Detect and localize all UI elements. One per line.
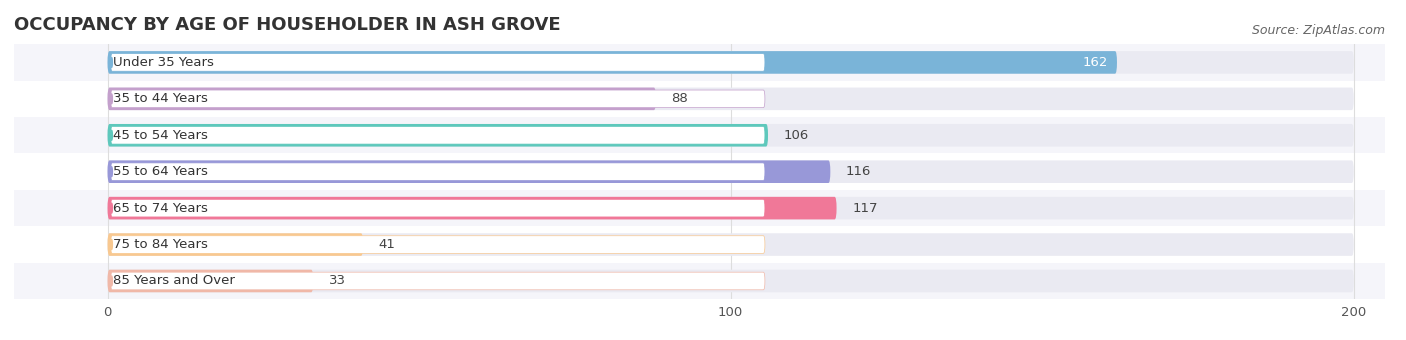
Text: 85 Years and Over: 85 Years and Over [112, 274, 235, 288]
Text: 55 to 64 Years: 55 to 64 Years [112, 165, 208, 178]
FancyBboxPatch shape [107, 88, 655, 110]
FancyBboxPatch shape [107, 160, 831, 183]
Bar [14, 190, 1385, 226]
Text: 106: 106 [783, 129, 808, 142]
Text: 35 to 44 Years: 35 to 44 Years [112, 92, 208, 105]
Text: 65 to 74 Years: 65 to 74 Years [112, 202, 208, 215]
Circle shape [111, 130, 112, 140]
Text: Source: ZipAtlas.com: Source: ZipAtlas.com [1251, 24, 1385, 37]
Text: 162: 162 [1083, 56, 1108, 69]
Bar [14, 117, 1385, 153]
Circle shape [111, 57, 112, 67]
Circle shape [111, 276, 112, 286]
Bar [14, 81, 1385, 117]
FancyBboxPatch shape [111, 163, 765, 181]
FancyBboxPatch shape [107, 270, 1354, 292]
FancyBboxPatch shape [111, 54, 765, 71]
Circle shape [111, 94, 112, 104]
Bar [14, 44, 1385, 81]
Text: 116: 116 [846, 165, 872, 178]
Circle shape [111, 240, 112, 250]
Text: Under 35 Years: Under 35 Years [112, 56, 214, 69]
FancyBboxPatch shape [111, 199, 765, 217]
Text: 75 to 84 Years: 75 to 84 Years [112, 238, 208, 251]
Bar [14, 263, 1385, 299]
Bar [14, 226, 1385, 263]
FancyBboxPatch shape [107, 270, 314, 292]
FancyBboxPatch shape [107, 88, 1354, 110]
Text: 41: 41 [378, 238, 395, 251]
FancyBboxPatch shape [107, 160, 1354, 183]
Text: 45 to 54 Years: 45 to 54 Years [112, 129, 208, 142]
FancyBboxPatch shape [111, 236, 765, 253]
FancyBboxPatch shape [111, 272, 765, 290]
FancyBboxPatch shape [107, 233, 1354, 256]
FancyBboxPatch shape [107, 124, 1354, 147]
Circle shape [111, 203, 112, 213]
FancyBboxPatch shape [107, 233, 363, 256]
Text: OCCUPANCY BY AGE OF HOUSEHOLDER IN ASH GROVE: OCCUPANCY BY AGE OF HOUSEHOLDER IN ASH G… [14, 16, 561, 34]
FancyBboxPatch shape [107, 51, 1354, 74]
Text: 33: 33 [329, 274, 346, 288]
FancyBboxPatch shape [111, 90, 765, 108]
FancyBboxPatch shape [107, 197, 837, 219]
FancyBboxPatch shape [107, 124, 768, 147]
FancyBboxPatch shape [107, 51, 1116, 74]
FancyBboxPatch shape [111, 126, 765, 144]
Text: 117: 117 [852, 202, 877, 215]
Circle shape [111, 167, 112, 177]
Bar [14, 153, 1385, 190]
Text: 88: 88 [672, 92, 688, 105]
FancyBboxPatch shape [107, 197, 1354, 219]
